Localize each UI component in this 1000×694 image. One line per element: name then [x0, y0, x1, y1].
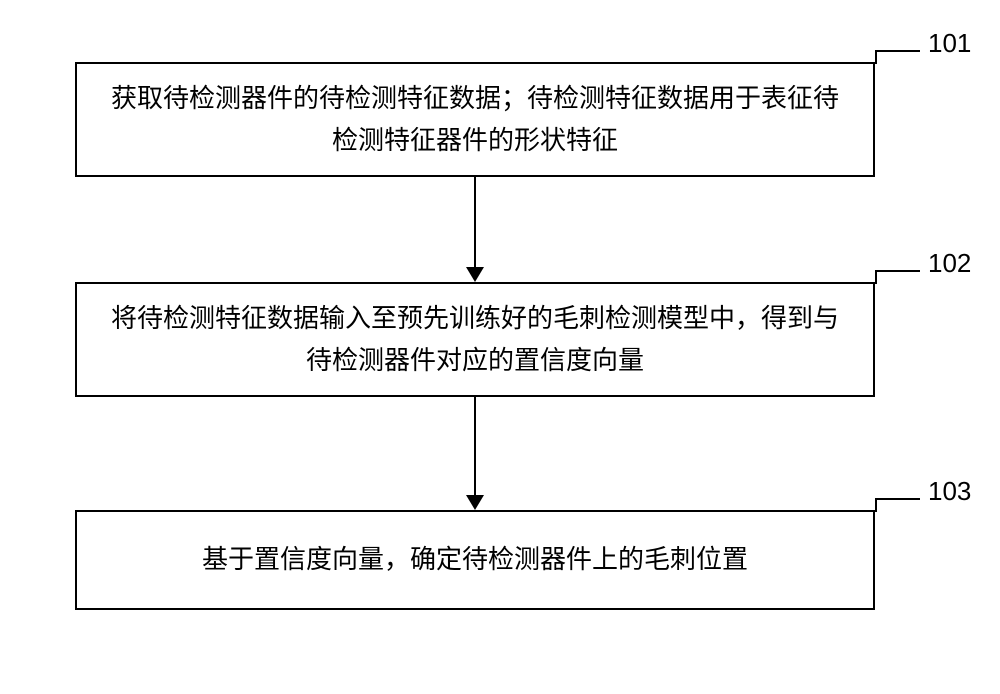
- flowchart-container: 获取待检测器件的待检测特征数据；待检测特征数据用于表征待检测特征器件的形状特征 …: [0, 0, 1000, 694]
- box-2-text: 将待检测特征数据输入至预先训练好的毛刺检测模型中，得到与待检测器件对应的置信度向…: [102, 298, 848, 381]
- box-3-text: 基于置信度向量，确定待检测器件上的毛刺位置: [202, 539, 748, 581]
- flowchart-box-1: 获取待检测器件的待检测特征数据；待检测特征数据用于表征待检测特征器件的形状特征: [75, 62, 875, 177]
- label-101: 101: [928, 28, 971, 59]
- label-103: 103: [928, 476, 971, 507]
- flowchart-box-3: 基于置信度向量，确定待检测器件上的毛刺位置: [75, 510, 875, 610]
- box-1-text: 获取待检测器件的待检测特征数据；待检测特征数据用于表征待检测特征器件的形状特征: [102, 78, 848, 161]
- flowchart-box-2: 将待检测特征数据输入至预先训练好的毛刺检测模型中，得到与待检测器件对应的置信度向…: [75, 282, 875, 397]
- label-102: 102: [928, 248, 971, 279]
